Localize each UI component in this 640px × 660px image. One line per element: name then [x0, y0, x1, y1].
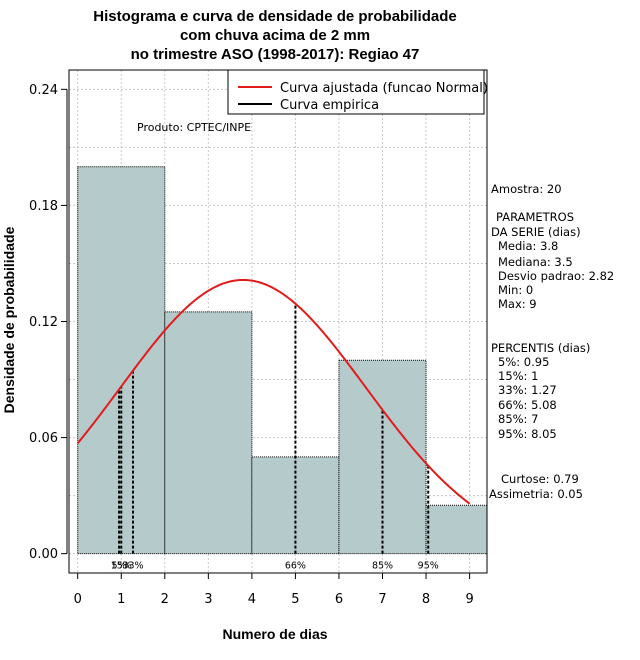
stat-params-title-1: PARAMETROS: [496, 210, 574, 224]
stat-p66: 66%: 5.08: [498, 398, 557, 412]
stat-p33: 33%: 1.27: [498, 383, 557, 397]
stat-mediana: Mediana: 3.5: [498, 255, 573, 269]
normal-curve: [76, 278, 471, 505]
x-tick-label-6: 6: [335, 592, 343, 607]
axes: 0.00 0.06 0.12 0.18 0.24 0 1 2 3 4 5 6 7 8 9: [29, 69, 488, 607]
x-tick-label-4: 4: [248, 592, 256, 607]
stats-panel: Amostra: 20 PARAMETROS DA SERIE (dias) M…: [489, 182, 614, 501]
legend-empirical-label: Curva empirica: [280, 98, 379, 113]
stat-curtose: Curtose: 0.79: [501, 472, 579, 486]
y-tick-label-2: 0.12: [29, 315, 58, 330]
normal-curve-line: [76, 278, 471, 505]
stat-params-title-2: DA SERIE (dias): [491, 225, 581, 239]
x-tick-label-2: 2: [161, 592, 169, 607]
product-credit: Produto: CPTEC/INPE: [137, 121, 251, 134]
percentile-label-3: 66%: [285, 561, 306, 572]
bar-1: [164, 311, 253, 555]
percentile-label-5: 95%: [418, 561, 439, 572]
chart-title-line-2: com chuva acima de 2 mm: [180, 27, 370, 44]
legend-fitted-label: Curva ajustada (funcao Normal): [280, 81, 488, 96]
x-tick-label-7: 7: [378, 592, 386, 607]
stat-percentis-title: PERCENTIS (dias): [491, 341, 590, 355]
x-tick-label-1: 1: [117, 592, 125, 607]
bar-0: [77, 166, 166, 555]
x-axis-title: Numero de dias: [222, 626, 327, 642]
y-axis-title: Densidade de probabilidade: [1, 226, 17, 413]
percentile-label-1: 15%: [111, 561, 132, 572]
x-tick-label-9: 9: [465, 592, 473, 607]
x-tick-label-5: 5: [291, 592, 299, 607]
stat-p85: 85%: 7: [498, 412, 538, 426]
chart-title-line-3: no trimestre ASO (1998-2017): Regiao 47: [131, 46, 420, 63]
chart-title-line-1: Histograma e curva de densidade de proba…: [93, 8, 456, 25]
percentile-labels: 5%15%33% 66% 85% 95%: [111, 561, 439, 572]
y-tick-label-3: 0.18: [29, 199, 58, 214]
y-tick-label-4: 0.24: [29, 83, 58, 98]
percentile-lines: [118, 303, 430, 554]
x-tick-label-8: 8: [422, 592, 430, 607]
stat-p95: 95%: 8.05: [498, 427, 557, 441]
percentile-label-0: 5%: [112, 561, 127, 572]
stat-max: Max: 9: [498, 297, 537, 311]
y-tick-label-1: 0.06: [29, 431, 58, 446]
stat-assimetria: Assimetria: 0.05: [489, 487, 583, 501]
bar-4: [425, 504, 488, 555]
stat-media: Media: 3.8: [498, 239, 558, 253]
stat-desvio: Desvio padrao: 2.82: [498, 269, 614, 283]
stat-p5: 5%: 0.95: [498, 355, 549, 369]
stat-p15: 15%: 1: [498, 369, 538, 383]
legend: Curva ajustada (funcao Normal) Curva emp…: [227, 69, 488, 115]
x-tick-label-3: 3: [204, 592, 212, 607]
percentile-label-2: 33%: [122, 561, 143, 572]
y-tick-label-0: 0.00: [29, 547, 58, 562]
stat-sample: Amostra: 20: [491, 182, 562, 196]
x-tick-label-0: 0: [74, 592, 82, 607]
legend-box: [227, 69, 485, 115]
stat-min: Min: 0: [498, 283, 533, 297]
percentile-label-4: 85%: [372, 561, 393, 572]
histogram-bars: [77, 166, 488, 555]
